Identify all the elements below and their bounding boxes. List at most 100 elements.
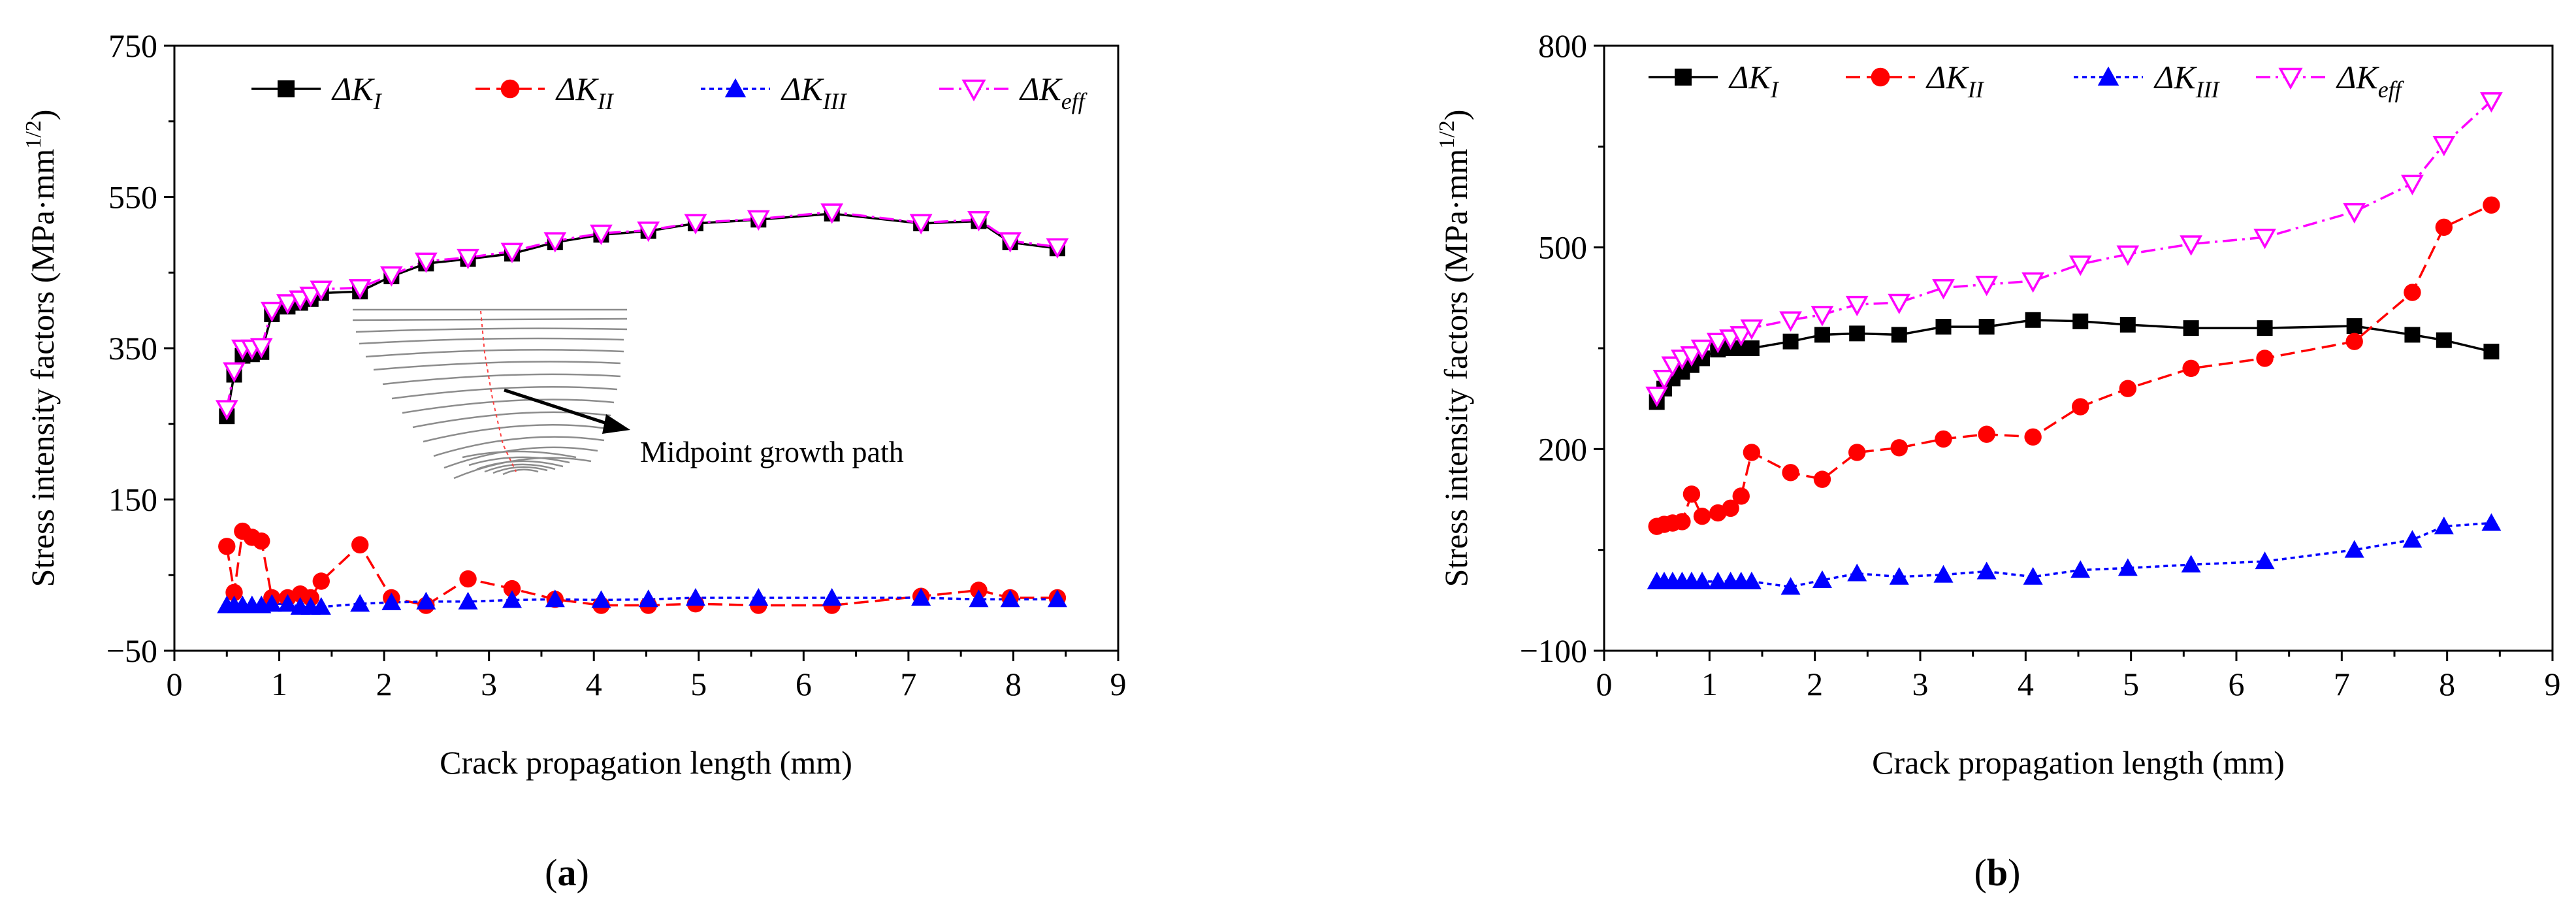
- x-tick-label: 5: [690, 666, 707, 702]
- annotation-arrowhead: [602, 414, 630, 434]
- x-tick-label: 2: [376, 666, 393, 702]
- data-point-iii: [2402, 530, 2423, 548]
- data-point-eff: [414, 252, 438, 273]
- data-point-eff: [820, 203, 844, 224]
- legend-marker-ii: [500, 79, 520, 99]
- series-line-ii: [225, 530, 1057, 607]
- data-point-i: [1743, 340, 1760, 356]
- data-point-i: [2183, 320, 2199, 336]
- data-point-iii: [1780, 577, 1801, 595]
- data-point-ii: [1935, 430, 1952, 448]
- data-point-eff: [2021, 272, 2045, 293]
- data-point-iii: [749, 587, 769, 606]
- y-tick-label: −100: [1520, 632, 1587, 669]
- data-point-ii: [2182, 359, 2200, 378]
- data-point-iii: [1812, 570, 1832, 588]
- data-point-ii: [2256, 350, 2274, 367]
- data-point-iii: [591, 590, 611, 608]
- data-point-ii: [253, 532, 270, 550]
- data-point-ii: [2345, 333, 2363, 350]
- data-point-ii: [1848, 444, 1866, 461]
- data-point-eff: [637, 221, 660, 242]
- y-tick-label: 150: [108, 482, 157, 518]
- data-point-ii: [2435, 218, 2453, 236]
- x-axis-label-b: Crack propagation length (mm): [1872, 744, 2285, 781]
- data-point-iii: [1847, 563, 1867, 581]
- data-point-eff: [1680, 346, 1703, 367]
- data-point-ii: [2024, 428, 2042, 446]
- data-point-eff: [543, 232, 567, 253]
- data-point-eff: [1652, 370, 1676, 391]
- data-point-iii: [1000, 589, 1020, 608]
- legend-label-iii: ΔKIII: [781, 71, 848, 114]
- plot-content-a: [215, 203, 1069, 615]
- annotation-label: Midpoint growth path: [640, 435, 904, 468]
- data-point-iii: [638, 589, 658, 608]
- data-point-eff: [1645, 386, 1669, 408]
- legend-marker-iii: [2097, 66, 2119, 86]
- data-point-eff: [2401, 174, 2424, 195]
- legend-marker-eff: [961, 79, 986, 102]
- data-point-iii: [685, 587, 705, 606]
- legend-a: ΔKI ΔKII ΔKIII ΔKeff: [251, 71, 1088, 114]
- data-point-ii: [459, 570, 477, 588]
- data-point-eff: [2180, 235, 2203, 256]
- data-point-eff: [1888, 293, 1911, 315]
- data-point-i: [1782, 333, 1799, 350]
- data-point-eff: [1740, 319, 1763, 340]
- data-point-iii: [416, 591, 436, 610]
- data-point-iii: [2344, 540, 2364, 558]
- data-point-eff: [747, 210, 770, 231]
- data-point-iii: [1933, 564, 1954, 583]
- data-point-ii: [2483, 196, 2500, 214]
- plot-content-b: [1645, 92, 2503, 595]
- legend-b: ΔKI ΔKII ΔKIII ΔKeff: [1649, 59, 2405, 103]
- data-point-eff: [1811, 306, 1834, 327]
- data-point-ii: [1782, 464, 1799, 482]
- data-point-eff: [379, 266, 403, 287]
- panel-caption-b: (b): [1974, 851, 2021, 894]
- y-tick-label: 750: [108, 27, 157, 64]
- data-point-ii: [1722, 499, 1739, 517]
- data-point-ii: [312, 572, 330, 590]
- data-point-iii: [350, 594, 370, 612]
- y-tick-label: −50: [106, 632, 157, 669]
- x-tick-label: 6: [2229, 666, 2245, 702]
- data-point-eff: [999, 232, 1022, 253]
- plot-frame-a: [173, 44, 1119, 652]
- legend-marker-i: [1675, 69, 1692, 86]
- data-point-iii: [2070, 560, 2091, 578]
- data-point-ii: [1682, 485, 1701, 503]
- data-point-iii: [381, 592, 402, 610]
- data-point-eff: [2116, 245, 2140, 266]
- x-tick-label: 7: [900, 666, 916, 702]
- data-point-ii: [1978, 425, 1995, 443]
- x-tick-label: 9: [2545, 666, 2561, 702]
- x-tick-label: 0: [1596, 666, 1613, 702]
- data-point-eff: [1845, 295, 1869, 317]
- legend-label-eff: ΔKeff: [1019, 71, 1088, 114]
- data-point-i: [1814, 327, 1830, 343]
- legend-label-ii: ΔKII: [555, 71, 615, 114]
- data-point-eff: [1730, 326, 1753, 347]
- data-point-iii: [458, 591, 478, 610]
- data-point-eff: [909, 214, 933, 235]
- data-point-i: [2483, 344, 2500, 360]
- data-point-iii: [2117, 558, 2138, 576]
- data-point-eff: [2253, 228, 2276, 250]
- data-point-i: [2346, 318, 2362, 335]
- data-point-ii: [1732, 487, 1750, 505]
- x-axis-label-a: Crack propagation length (mm): [440, 744, 852, 781]
- data-point-ii: [1743, 444, 1761, 461]
- axis-ticks-a: 0 1 2 3 4 5 6 7 8 9 −50 150 350 550 750: [106, 27, 1127, 702]
- data-point-eff: [1706, 333, 1730, 353]
- data-point-iii: [1692, 572, 1713, 590]
- x-tick-label: 4: [2018, 666, 2034, 702]
- series-layer-b: [1645, 92, 2503, 595]
- data-point-iii: [262, 594, 282, 612]
- data-point-i: [2072, 313, 2089, 329]
- data-point-iii: [1976, 561, 1997, 580]
- data-point-iii: [311, 597, 331, 615]
